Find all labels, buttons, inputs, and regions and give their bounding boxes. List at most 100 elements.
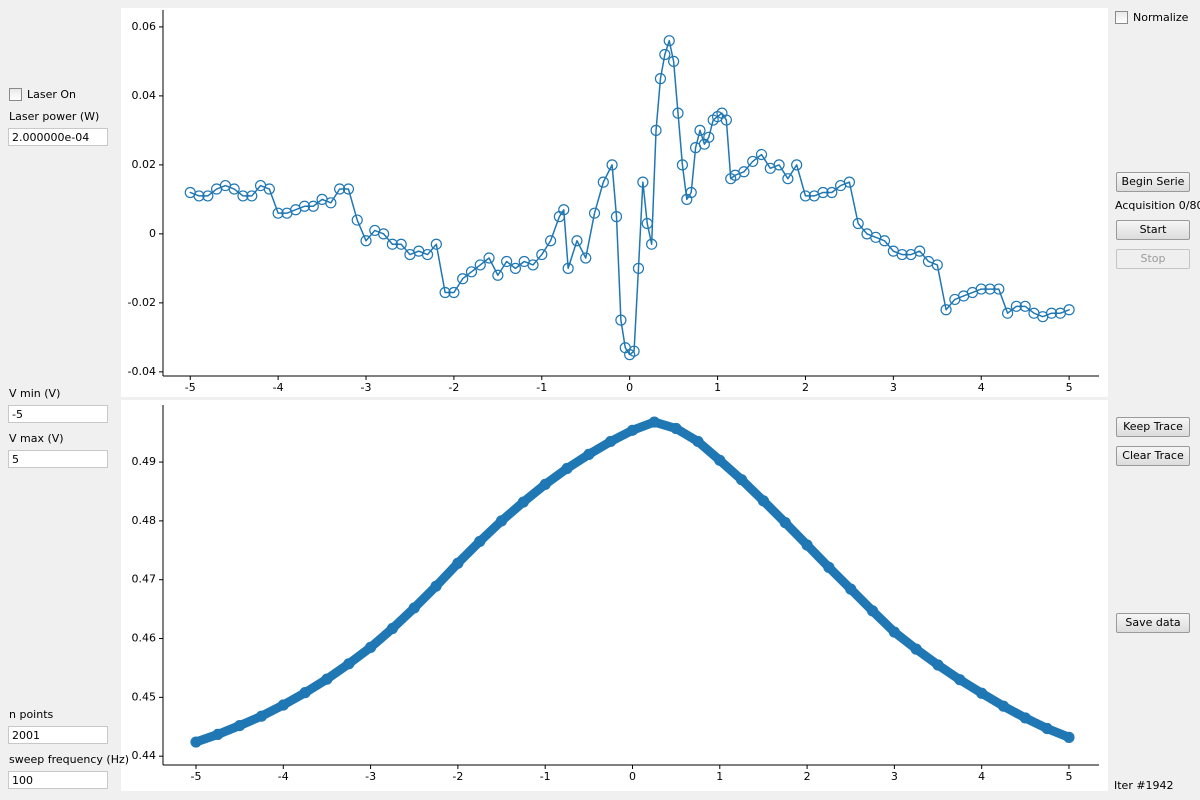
x-tick-label: 2 [804, 770, 811, 783]
data-point [940, 304, 952, 316]
data-point [852, 217, 864, 230]
data-point [558, 204, 570, 216]
y-tick-label: 0.48 [132, 514, 157, 527]
keep-trace-button[interactable]: Keep Trace [1116, 417, 1190, 437]
data-point [878, 235, 891, 247]
data-point [193, 190, 205, 202]
data-point [430, 580, 442, 592]
data-point [465, 266, 478, 278]
sweep-input[interactable]: 100 [8, 771, 108, 789]
start-button[interactable]: Start [1116, 220, 1190, 240]
data-point [984, 283, 996, 295]
acquisition-status: Acquisition 0/80 [1115, 199, 1200, 212]
data-point [509, 262, 522, 274]
x-tick-label: 4 [978, 770, 985, 783]
data-point [757, 495, 770, 507]
checkbox-label: Laser On [27, 88, 77, 101]
x-tick-label: -2 [448, 381, 459, 394]
data-point [351, 214, 363, 226]
data-point [791, 159, 803, 171]
data-point [342, 183, 355, 195]
data-point [263, 183, 275, 195]
x-tick-label: -2 [452, 770, 463, 783]
x-tick-label: -4 [273, 381, 284, 394]
data-point [826, 186, 838, 199]
data-point [539, 478, 551, 491]
bottom-plot-background [121, 400, 1108, 791]
normalize-checkbox[interactable]: Normalize [1115, 11, 1188, 24]
data-point [637, 176, 649, 188]
data-point [386, 622, 399, 635]
data-point [277, 699, 289, 711]
y-tick-label: 0.49 [132, 455, 157, 468]
data-point [588, 207, 601, 219]
data-point [492, 269, 504, 281]
data-point [457, 273, 469, 285]
data-point [360, 235, 372, 247]
data-point [605, 435, 617, 448]
x-tick-label: 0 [626, 381, 633, 394]
data-point [1019, 300, 1031, 312]
data-point [343, 658, 355, 670]
data-point [799, 190, 812, 202]
field-label: V max (V) [9, 432, 64, 445]
data-point [517, 496, 529, 508]
field-label: n points [9, 708, 54, 721]
data-point [782, 173, 794, 185]
x-tick-label: 1 [714, 381, 721, 394]
data-point [483, 252, 495, 264]
laser-power-input[interactable]: 2.000000e-04 [8, 128, 108, 146]
vmin-input[interactable]: -5 [8, 405, 108, 423]
begin-serie-button[interactable]: Begin Serie [1116, 172, 1190, 192]
data-point [610, 211, 623, 223]
data-point [495, 515, 508, 527]
y-tick-label: 0.44 [132, 749, 157, 762]
data-point [910, 643, 922, 655]
npoints-input[interactable]: 2001 [8, 726, 108, 744]
data-point [562, 262, 574, 274]
data-point [685, 186, 697, 199]
data-point [755, 148, 768, 161]
data-point [580, 252, 592, 264]
data-point [255, 710, 268, 722]
checkbox-label: Normalize [1133, 11, 1189, 24]
x-tick-label: -1 [536, 381, 547, 394]
data-point [738, 166, 750, 178]
x-tick-label: 5 [1065, 770, 1072, 783]
data-point [801, 539, 813, 551]
data-point [615, 314, 627, 326]
data-point [334, 183, 346, 195]
data-point [1010, 300, 1022, 312]
data-point [843, 176, 856, 188]
data-point [325, 197, 337, 209]
data-point [672, 107, 684, 119]
field-label: Laser power (W) [9, 110, 100, 123]
data-point [694, 124, 706, 136]
data-point [212, 728, 224, 741]
data-point [896, 248, 908, 261]
laser-on-checkbox[interactable]: Laser On [9, 88, 76, 101]
vmax-input[interactable]: 5 [8, 450, 108, 468]
x-tick-label: -1 [540, 770, 551, 783]
field-label: sweep frequency (Hz) [9, 753, 130, 766]
data-point [544, 235, 557, 247]
data-point [606, 159, 618, 171]
y-tick-label: -0.04 [128, 365, 156, 378]
x-tick-label: -5 [185, 381, 196, 394]
clear-trace-button[interactable]: Clear Trace [1116, 446, 1190, 466]
data-point [474, 259, 486, 271]
data-point [583, 448, 595, 461]
data-point [888, 626, 900, 638]
data-point [976, 687, 988, 699]
data-point [408, 602, 420, 614]
data-point [703, 131, 715, 143]
y-tick-label: 0.02 [132, 158, 157, 171]
data-point [932, 659, 944, 671]
data-point [648, 416, 660, 428]
save-data-button[interactable]: Save data [1116, 613, 1190, 633]
data-point [692, 435, 704, 448]
y-tick-label: 0.06 [132, 20, 157, 33]
x-tick-label: -5 [191, 770, 202, 783]
data-point [527, 259, 539, 271]
x-tick-label: 5 [1066, 381, 1073, 394]
